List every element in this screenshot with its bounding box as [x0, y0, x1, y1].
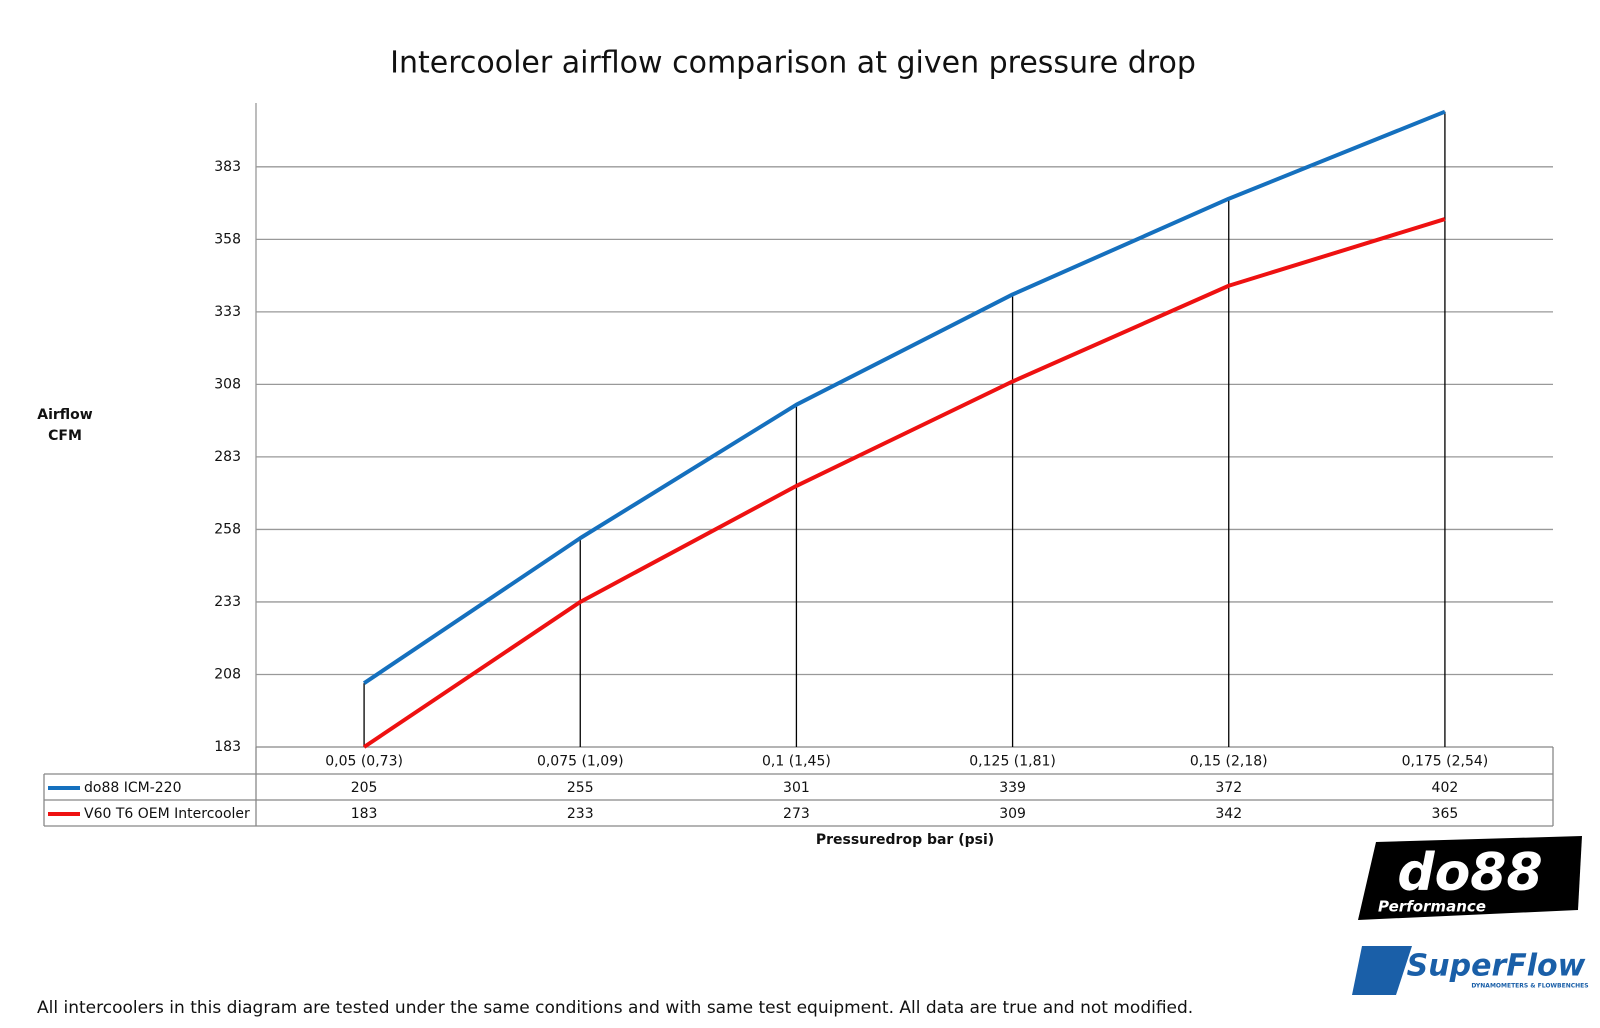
- y-axis-label: Airflow: [37, 407, 93, 423]
- footnote: All intercoolers in this diagram are tes…: [37, 998, 1193, 1018]
- table-value: 255: [567, 780, 594, 796]
- y-tick-label: 233: [214, 594, 241, 610]
- table-value: 183: [351, 806, 378, 822]
- y-tick-label: 258: [214, 521, 241, 537]
- table-value: 402: [1432, 780, 1459, 796]
- y-tick-label: 308: [214, 376, 241, 392]
- legend-label: V60 T6 OEM Intercooler: [84, 806, 250, 822]
- series-line: [362, 109, 1446, 685]
- table-value: 339: [999, 780, 1026, 796]
- logo-shape: [1352, 946, 1412, 995]
- series-line: [362, 217, 1446, 749]
- table-value: 309: [999, 806, 1026, 822]
- x-tick-label: 0,05 (0,73): [325, 754, 403, 770]
- logo-shape: [1358, 836, 1582, 920]
- x-tick-label: 0,125 (1,81): [969, 754, 1056, 770]
- x-tick-label: 0,075 (1,09): [537, 754, 624, 770]
- table-value: 205: [351, 780, 378, 796]
- superflow-logo: SuperFlow DYNAMOMETERS & FLOWBENCHES: [1352, 946, 1589, 995]
- y-tick-label: 208: [214, 666, 241, 682]
- y-tick-label: 183: [214, 739, 241, 755]
- y-tick-label: 358: [214, 231, 241, 247]
- table-value: 233: [567, 806, 594, 822]
- x-tick-label: 0,1 (1,45): [762, 754, 831, 770]
- table-value: 301: [783, 780, 810, 796]
- do88-logo: do88 Performance: [1358, 836, 1582, 920]
- x-axis-label: Pressuredrop bar (psi): [816, 832, 994, 848]
- logo-subtext: DYNAMOMETERS & FLOWBENCHES: [1471, 983, 1588, 990]
- table-value: 273: [783, 806, 810, 822]
- logo-subtext: Performance: [1378, 898, 1486, 916]
- y-axis-label: CFM: [48, 428, 82, 444]
- legend-label: do88 ICM-220: [84, 780, 181, 796]
- x-tick-label: 0,15 (2,18): [1190, 754, 1268, 770]
- table-value: 365: [1432, 806, 1459, 822]
- table-value: 342: [1215, 806, 1242, 822]
- logo-text: SuperFlow: [1407, 949, 1586, 984]
- chart-title: Intercooler airflow comparison at given …: [390, 46, 1196, 81]
- table-value: 372: [1215, 780, 1242, 796]
- y-tick-label: 333: [214, 304, 241, 320]
- y-tick-label: 383: [214, 159, 241, 175]
- x-tick-label: 0,175 (2,54): [1402, 754, 1489, 770]
- y-tick-label: 283: [214, 449, 241, 465]
- logo-text: do88: [1397, 843, 1542, 903]
